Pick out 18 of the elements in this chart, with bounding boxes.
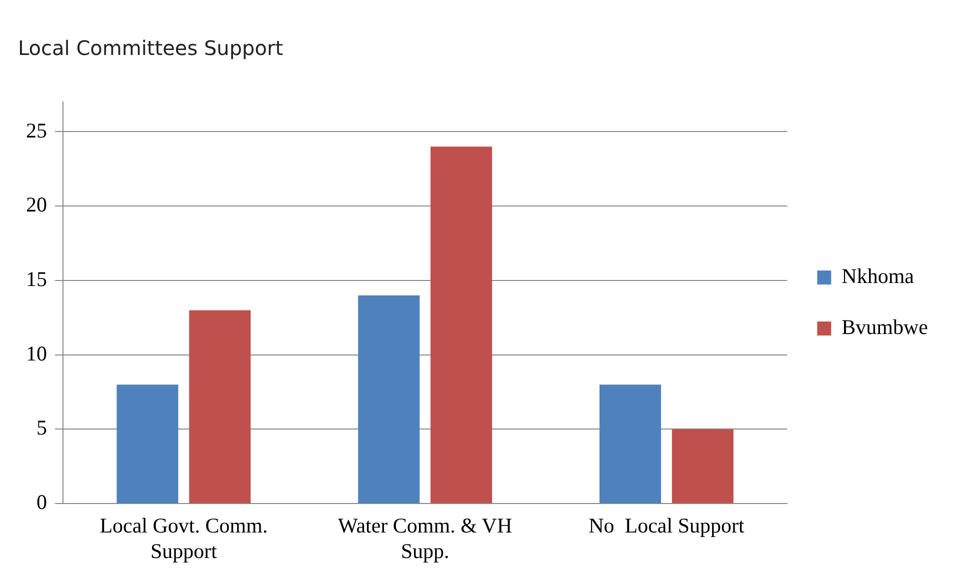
bar (599, 384, 662, 504)
y-tick-label: 25 (26, 118, 47, 142)
bar (189, 310, 251, 504)
y-tick-label: 20 (26, 192, 47, 217)
legend-label: Nkhoma (842, 264, 915, 288)
x-tick-label: Local Govt. Comm. Support (100, 514, 268, 563)
bar (430, 146, 492, 504)
x-tick-label: No Local Support (588, 514, 744, 538)
bar (116, 384, 178, 504)
x-tick-label: Water Comm. & VH Supp. (338, 514, 512, 563)
chart-title: Local Committees Support (18, 36, 284, 60)
y-tick-label: 0 (36, 490, 47, 514)
legend-label: Bvumbwe (842, 315, 928, 340)
bar (672, 429, 734, 504)
y-tick-label: 5 (36, 416, 47, 440)
y-tick-label: 15 (26, 267, 47, 292)
bar (358, 295, 420, 504)
y-tick-label: 10 (26, 341, 47, 366)
